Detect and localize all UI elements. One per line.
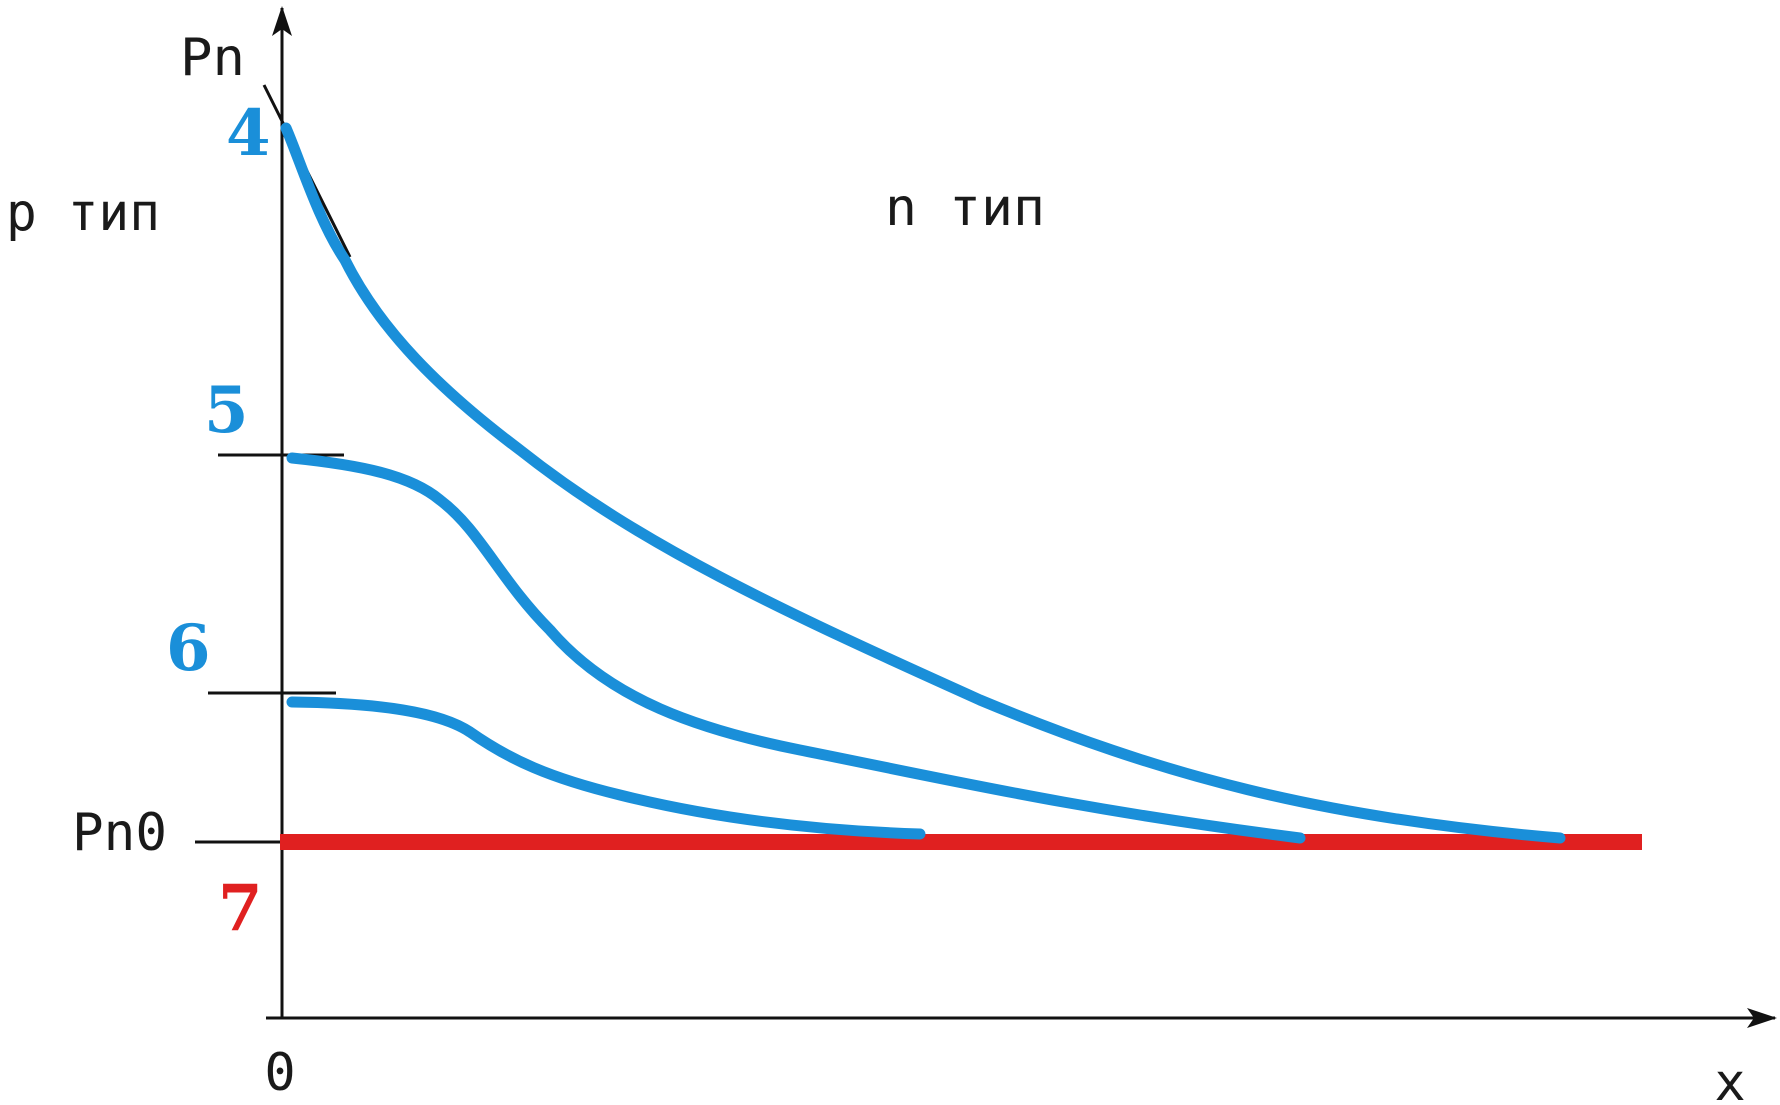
equilibrium-label: Pn0 [72, 803, 167, 863]
curve-5 [286, 452, 1306, 844]
p-region-label: p тип [6, 183, 160, 243]
curve-5-number: 5 [204, 373, 249, 448]
curve-4-number: 4 [226, 96, 271, 171]
n-region-label: n тип [885, 178, 1045, 238]
curve-4 [280, 122, 1566, 844]
curve-6 [286, 696, 926, 840]
x-axis-label: x [1714, 1053, 1745, 1105]
origin-label: 0 [264, 1043, 295, 1103]
curve-7-number: 7 [218, 871, 263, 946]
y-axis-label: Pn [180, 28, 245, 88]
curve-6-number: 6 [166, 611, 211, 686]
